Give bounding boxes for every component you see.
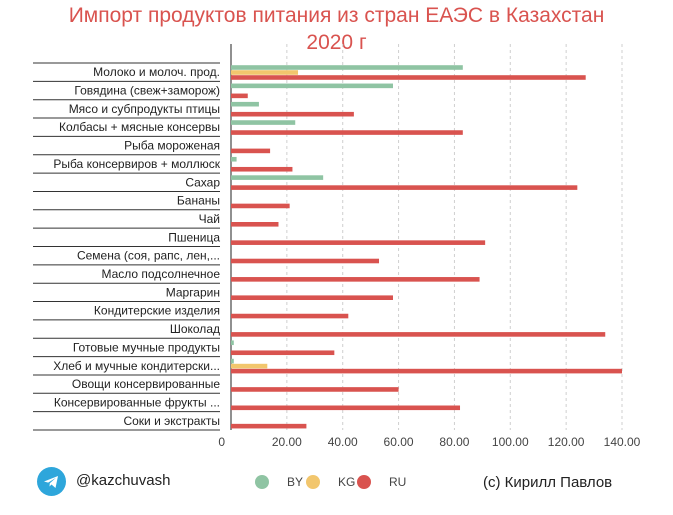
- bar-by: [231, 65, 463, 70]
- category-label: Семена (соя, рапс, лен,...: [77, 249, 220, 263]
- bar-ru: [231, 313, 349, 319]
- legend-swatch: [255, 475, 269, 489]
- category-label: Чай: [199, 212, 220, 226]
- bar-ru: [231, 93, 248, 99]
- telegram-icon[interactable]: [37, 467, 66, 496]
- x-tick-label: 120.00: [548, 435, 585, 449]
- legend-item-ru: RU: [357, 475, 406, 489]
- bar-ru: [231, 332, 606, 337]
- chart-title-line-2: 2020 г: [306, 31, 367, 54]
- bar-by: [231, 120, 296, 125]
- category-label: Кондитерские изделия: [94, 304, 220, 318]
- bar-ru: [231, 368, 622, 374]
- telegram-handle[interactable]: @kazchuvash: [76, 472, 171, 489]
- category-label: Бананы: [177, 194, 220, 208]
- bar-by: [231, 358, 234, 364]
- category-label: Сахар: [185, 175, 220, 189]
- bar-ru: [231, 75, 586, 80]
- category-label: Консервированные фрукты ...: [54, 395, 220, 409]
- x-tick-label: 0: [218, 435, 225, 449]
- legend-item-kg: KG: [306, 475, 355, 489]
- bar-ru: [231, 405, 461, 411]
- bar-ru: [231, 350, 335, 356]
- category-label: Говядина (свеж+заморож): [74, 84, 220, 98]
- bar-ru: [231, 148, 271, 154]
- category-label: Пшеница: [168, 230, 220, 244]
- category-label: Соки и экстракты: [123, 414, 220, 428]
- legend-item-by: BY: [255, 475, 303, 489]
- category-label: Овощи консервированные: [72, 377, 220, 391]
- bar-by: [231, 83, 393, 89]
- bar-ru: [231, 240, 486, 245]
- x-tick-label: 20.00: [272, 435, 302, 449]
- chart-title-line-1: Импорт продуктов питания из стран ЕАЭС в…: [68, 4, 605, 27]
- bar-by: [231, 101, 259, 107]
- bar-ru: [231, 130, 463, 135]
- bar-ru: [231, 111, 354, 117]
- category-label: Мясо и субпродукты птицы: [69, 102, 220, 116]
- legend-swatch: [306, 475, 320, 489]
- x-tick-label: 40.00: [328, 435, 358, 449]
- legend-label: RU: [389, 475, 407, 489]
- category-label: Колбасы + мясные консервы: [59, 120, 220, 134]
- bar-ru: [231, 258, 380, 264]
- bar-ru: [231, 295, 393, 300]
- bar-ru: [231, 277, 480, 282]
- category-label: Рыба консервиров + моллюск: [53, 157, 220, 171]
- x-tick-label: 60.00: [384, 435, 414, 449]
- bar-ru: [231, 203, 290, 209]
- legend-label: BY: [287, 475, 304, 489]
- bar-kg: [231, 363, 268, 369]
- bar-by: [231, 340, 234, 346]
- bar-kg: [231, 70, 299, 75]
- category-label: Молоко и молоч. прод.: [93, 65, 220, 79]
- bar-ru: [231, 387, 399, 392]
- bar-by: [231, 175, 324, 180]
- category-label: Шоколад: [170, 322, 220, 336]
- legend-swatch: [357, 475, 371, 489]
- legend-label: KG: [338, 475, 356, 489]
- bar-ru: [231, 222, 279, 227]
- bar-by: [231, 156, 237, 162]
- category-label: Готовые мучные продукты: [73, 340, 220, 354]
- x-tick-label: 80.00: [439, 435, 469, 449]
- category-label: Хлеб и мучные кондитерски...: [53, 359, 220, 373]
- category-label: Масло подсолнечное: [101, 267, 220, 281]
- bar-ru: [231, 166, 293, 172]
- category-label: Рыба мороженая: [124, 139, 220, 153]
- x-tick-label: 100.00: [492, 435, 529, 449]
- category-label: Маргарин: [166, 285, 220, 299]
- author-credit: (c) Кирилл Павлов: [483, 474, 613, 491]
- bar-ru: [231, 423, 307, 429]
- x-tick-label: 140.00: [604, 435, 641, 449]
- bar-ru: [231, 185, 578, 190]
